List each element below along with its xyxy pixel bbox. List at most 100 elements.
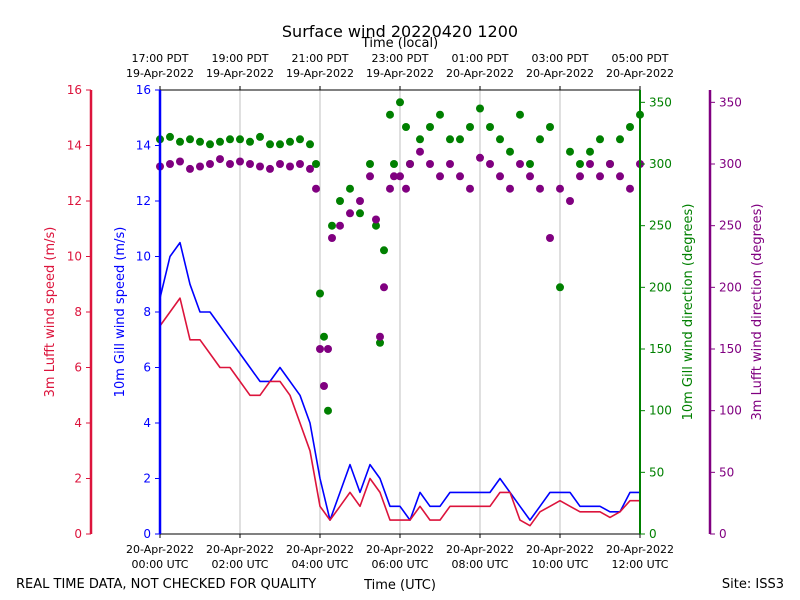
x-tick-label: 10:00 UTC	[531, 558, 588, 571]
data-point	[376, 338, 384, 347]
data-point	[328, 234, 336, 242]
y-tick-label: 350	[649, 95, 672, 109]
y-tick-label: 250	[719, 219, 742, 233]
y-tick-label: 350	[719, 95, 742, 109]
data-point	[286, 137, 294, 146]
data-point	[466, 184, 474, 193]
data-point	[336, 221, 344, 230]
data-point	[316, 345, 324, 353]
data-point	[266, 164, 274, 173]
data-point	[546, 123, 554, 131]
series-line	[159, 297, 640, 527]
data-point	[516, 160, 524, 168]
data-point	[556, 283, 564, 292]
data-point	[566, 197, 574, 205]
data-point	[186, 135, 194, 144]
data-point	[402, 184, 410, 193]
data-point	[402, 123, 410, 131]
data-point	[506, 184, 514, 193]
data-point	[256, 162, 264, 171]
y-tick-label: 16	[67, 83, 82, 97]
lufft-speed-axis: 0 2 4 6 8 10 12 14 16 3m Lufft wind speed (m/s)	[43, 83, 93, 541]
y-tick-label: 8	[143, 305, 151, 319]
data-point	[206, 160, 214, 168]
data-point	[436, 172, 444, 181]
y-tick-label: 12	[136, 194, 151, 208]
data-point	[396, 98, 404, 107]
data-point	[328, 221, 336, 230]
x-top-tick-label: 23:00 PDT	[371, 52, 428, 65]
data-point	[196, 162, 204, 171]
y-tick-label: 2	[143, 472, 151, 486]
x-tick-label: 20-Apr-2022	[126, 543, 194, 556]
x-top-tick-label: 20-Apr-2022	[526, 67, 594, 80]
data-point	[426, 160, 434, 168]
x-tick-label: 08:00 UTC	[451, 558, 508, 571]
y-tick-label: 4	[74, 416, 82, 430]
data-point	[336, 197, 344, 205]
gill-dir-axis: 0 50 100 150 200 250 300 350 10m Gill wind direc…	[639, 90, 696, 541]
data-point	[456, 172, 464, 181]
y-tick-label: 200	[649, 280, 672, 294]
x-tick-label: 02:00 UTC	[211, 558, 268, 571]
data-point	[416, 135, 424, 144]
data-point	[536, 184, 544, 193]
y-axis-label: 3m Lufft wind speed (m/s)	[43, 227, 58, 398]
y-tick-label: 300	[649, 157, 672, 171]
data-point	[176, 157, 184, 166]
series-line	[159, 241, 640, 521]
data-point	[536, 135, 544, 144]
data-point	[406, 160, 414, 168]
data-point	[186, 164, 194, 173]
data-point	[346, 209, 354, 218]
x-tick-label: 20-Apr-2022	[526, 543, 594, 556]
x-top-tick-label: 19-Apr-2022	[366, 67, 434, 80]
x-tick-label: 04:00 UTC	[291, 558, 348, 571]
data-point	[346, 184, 354, 193]
x-top-tick-label: 17:00 PDT	[131, 52, 188, 65]
data-point	[236, 157, 244, 166]
data-point	[616, 172, 624, 181]
data-point	[226, 135, 234, 144]
data-point	[356, 209, 364, 218]
x-top-tick-label: 05:00 PDT	[611, 52, 668, 65]
y-tick-label: 300	[719, 157, 742, 171]
y-tick-label: 50	[719, 465, 734, 479]
series-layer	[156, 98, 644, 527]
y-tick-label: 14	[67, 139, 82, 153]
data-point	[476, 153, 484, 162]
series-10m-gill-wind-direction	[156, 98, 644, 415]
data-point	[196, 137, 204, 146]
y-tick-label: 16	[136, 83, 151, 97]
data-point	[324, 345, 332, 353]
data-point	[616, 135, 624, 144]
y-tick-label: 0	[143, 527, 151, 541]
data-point	[276, 140, 284, 149]
y-tick-label: 0	[649, 527, 657, 541]
data-point	[286, 162, 294, 171]
data-point	[312, 184, 320, 193]
x-top-tick-label: 20-Apr-2022	[446, 67, 514, 80]
data-point	[390, 160, 398, 168]
chart-title: Surface wind 20220420 1200	[282, 22, 518, 41]
data-point	[386, 110, 394, 119]
data-point	[256, 132, 264, 141]
data-point	[166, 160, 174, 168]
y-tick-label: 2	[74, 472, 82, 486]
y-tick-label: 100	[719, 404, 742, 418]
x-tick-label: 20-Apr-2022	[606, 543, 674, 556]
data-point	[576, 160, 584, 168]
data-point	[586, 160, 594, 168]
data-point	[246, 160, 254, 168]
data-point	[446, 135, 454, 144]
data-point	[436, 110, 444, 119]
data-point	[246, 137, 254, 146]
data-point	[596, 135, 604, 144]
data-point	[166, 132, 174, 141]
axes-layer: 20-Apr-2022 00:00 UTC 20-Apr-2022 02:00 UTC…	[43, 52, 765, 571]
y-tick-label: 150	[719, 342, 742, 356]
lufft-dir-axis: 0 50 100 150 200 250 300 350 3m Lufft wind direc…	[708, 90, 765, 541]
y-axis-label: 10m Gill wind speed (m/s)	[113, 227, 128, 398]
grid	[159, 90, 641, 534]
data-point	[486, 123, 494, 131]
